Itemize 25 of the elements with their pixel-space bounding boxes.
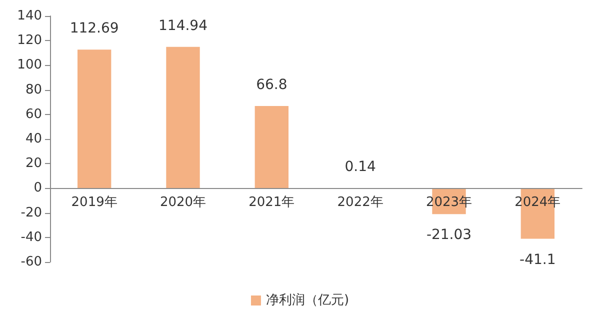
- bar: [254, 106, 289, 188]
- y-tick-label: 80: [25, 82, 42, 98]
- data-label: -21.03: [426, 227, 472, 244]
- y-tick-label: 100: [17, 58, 42, 73]
- y-tick-label: -40: [20, 230, 42, 245]
- y-tick-label: -20: [20, 205, 42, 220]
- y-tick-label: 40: [25, 132, 42, 146]
- bar: [166, 46, 200, 188]
- y-tick-label: 20: [25, 156, 42, 172]
- y-tick-label: 0: [34, 180, 42, 196]
- y-tick-label: 140: [17, 8, 42, 24]
- legend-label: 净利润（亿元): [266, 293, 350, 308]
- y-tick-label: 120: [17, 33, 42, 48]
- data-label: 66.8: [256, 77, 288, 94]
- x-tick-label: 2022年: [337, 195, 384, 210]
- data-label: -41.1: [520, 252, 556, 268]
- data-label: 112.69: [70, 20, 119, 37]
- data-label: 114.94: [158, 18, 208, 34]
- y-tick-label: -60: [20, 254, 42, 270]
- x-tick-label: 2020年: [160, 195, 206, 210]
- x-tick-label: 2019年: [71, 195, 118, 210]
- y-tick-label: 60: [25, 106, 42, 122]
- data-label: 0.14: [344, 159, 376, 176]
- x-tick-label: 2021年: [248, 195, 295, 210]
- bar: [77, 50, 112, 188]
